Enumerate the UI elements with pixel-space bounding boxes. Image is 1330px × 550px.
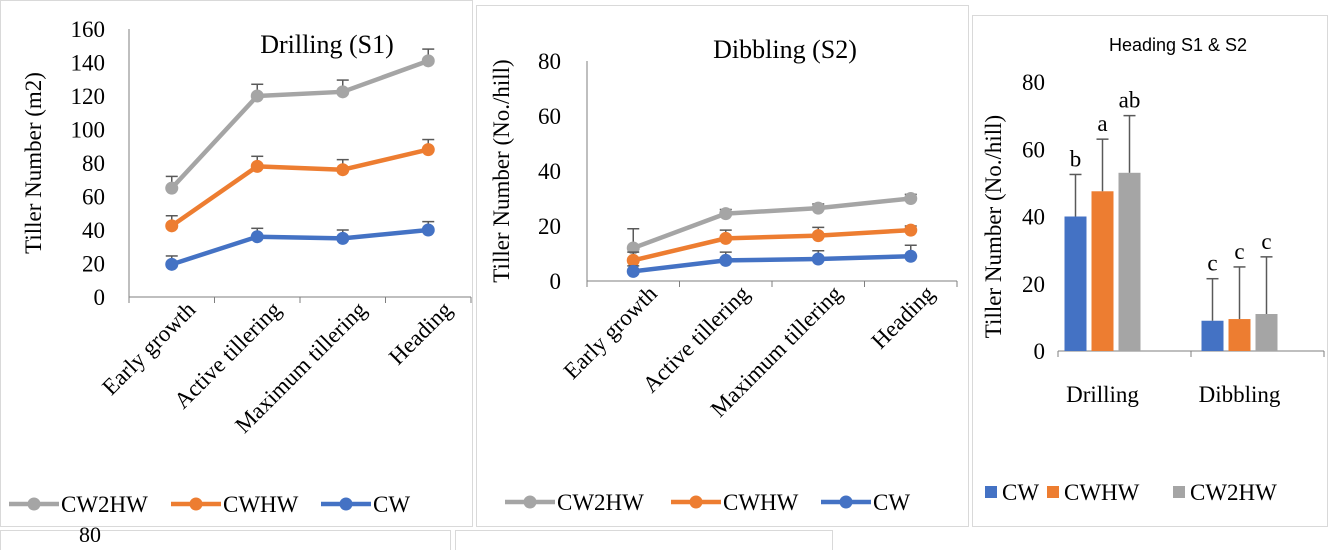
y-tick-label: 80 bbox=[538, 49, 561, 74]
legend-swatch-cw bbox=[985, 486, 997, 498]
x-tick-label-drilling: Drilling bbox=[1066, 382, 1139, 407]
line-chart-dibbling: Dibbling (S2) Tiller Number (No./hill) 0 20… bbox=[489, 35, 958, 515]
significance-letter: b bbox=[1070, 146, 1082, 171]
series-line-cwhw bbox=[632, 227, 911, 263]
legend-label-cwhw: CWHW bbox=[223, 492, 299, 517]
legend-label-cw: CW bbox=[873, 490, 910, 515]
y-tick-label: 20 bbox=[538, 214, 561, 239]
series-line-cwhw bbox=[170, 147, 429, 228]
bar-chart-heading: Heading S1 & S2 Tiller Number (No./hill) 0… bbox=[981, 35, 1325, 505]
x-tick-label-dibbling: Dibbling bbox=[1199, 382, 1281, 407]
legend-marker-cw bbox=[339, 497, 353, 511]
data-point-cw bbox=[336, 231, 350, 245]
data-point-cw2hw bbox=[811, 201, 825, 215]
y-tick-label: 20 bbox=[1022, 272, 1045, 297]
bar-cwhw-dibbling bbox=[1228, 319, 1251, 351]
legend-label-cw2hw: CW2HW bbox=[1190, 480, 1277, 505]
bar-cw-dibbling bbox=[1201, 320, 1224, 351]
legend-marker-cw2hw bbox=[27, 497, 41, 511]
chart-panel-drilling: Drilling (S1) Tiller Number (m2) 0 20 40 60 80… bbox=[0, 0, 473, 527]
data-point-cwhw bbox=[336, 163, 350, 177]
chart-panel-dibbling: Dibbling (S2) Tiller Number (No./hill) 0 20… bbox=[476, 5, 969, 527]
data-point-cw bbox=[165, 257, 179, 271]
data-point-cw2hw bbox=[336, 85, 350, 99]
chart-title: Dibbling (S2) bbox=[713, 35, 857, 64]
legend-marker-cw2hw bbox=[523, 495, 537, 509]
legend-marker-cwhw bbox=[689, 495, 703, 509]
data-point-cwhw bbox=[811, 229, 825, 243]
y-tick-label: 60 bbox=[82, 185, 105, 210]
partial-tick-label: 80 bbox=[79, 522, 101, 547]
x-tick-label-heading: Heading bbox=[867, 281, 940, 354]
data-point-cw2hw bbox=[421, 54, 435, 68]
data-point-cw2hw bbox=[626, 241, 640, 255]
series-line-cw bbox=[171, 227, 429, 267]
y-tick-label: 140 bbox=[71, 51, 106, 76]
y-tick-label: 60 bbox=[538, 104, 561, 129]
bar-cw-drilling bbox=[1064, 216, 1087, 351]
data-point-cw2hw bbox=[165, 181, 179, 195]
y-axis-label: Tiller Number (No./hill) bbox=[489, 59, 514, 282]
bar-cw2hw-drilling bbox=[1118, 172, 1141, 351]
legend-swatch-cwhw bbox=[1047, 486, 1059, 498]
partial-chart-panel-left: 80 bbox=[0, 522, 451, 550]
data-point-cw bbox=[250, 230, 264, 244]
data-point-cw2hw bbox=[719, 207, 733, 221]
significance-letter: c bbox=[1234, 239, 1244, 264]
y-axis-label: Tiller Number (No./hill) bbox=[981, 115, 1006, 338]
legend-marker-cw bbox=[839, 495, 853, 509]
x-tick-label-heading: Heading bbox=[384, 297, 457, 370]
data-point-cw2hw bbox=[904, 192, 918, 205]
y-tick-label: 120 bbox=[71, 84, 106, 109]
legend-label-cw: CW bbox=[373, 492, 410, 517]
y-tick-label: 160 bbox=[71, 17, 106, 42]
chart-title: Heading S1 & S2 bbox=[1109, 35, 1247, 55]
significance-letter: c bbox=[1207, 251, 1217, 276]
data-point-cwhw bbox=[165, 219, 179, 233]
y-tick-label: 100 bbox=[71, 118, 106, 143]
legend-swatch-cw2hw bbox=[1173, 486, 1185, 498]
legend-marker-cwhw bbox=[189, 497, 203, 511]
data-point-cwhw bbox=[719, 231, 733, 245]
data-point-cwhw bbox=[626, 253, 640, 267]
data-point-cw bbox=[719, 253, 733, 267]
y-tick-label: 20 bbox=[82, 252, 105, 277]
x-tick-label-early-growth: Early growth bbox=[559, 281, 662, 384]
y-tick-label: 80 bbox=[1022, 70, 1045, 95]
chart-panel-heading: Heading S1 & S2 Tiller Number (No./hill) 0… bbox=[972, 15, 1328, 527]
significance-letter: c bbox=[1261, 229, 1271, 254]
data-point-cwhw bbox=[421, 143, 435, 157]
y-tick-label: 0 bbox=[1034, 339, 1046, 364]
bar-cwhw-drilling bbox=[1091, 191, 1114, 351]
series-line-cw2hw bbox=[632, 196, 911, 251]
data-point-cw bbox=[626, 264, 640, 278]
y-tick-label: 40 bbox=[1022, 205, 1045, 230]
chart-title: Drilling (S1) bbox=[260, 30, 394, 59]
data-point-cwhw bbox=[904, 223, 918, 237]
data-point-cw2hw bbox=[250, 89, 264, 103]
line-chart-drilling: Drilling (S1) Tiller Number (m2) 0 20 40 60 80… bbox=[9, 17, 472, 517]
legend-label-cwhw: CWHW bbox=[723, 490, 799, 515]
series-line-cw2hw bbox=[170, 58, 430, 190]
data-point-cwhw bbox=[250, 159, 264, 173]
y-tick-label: 40 bbox=[82, 218, 105, 243]
y-tick-label: 60 bbox=[1022, 137, 1045, 162]
partial-chart-panel-right bbox=[455, 530, 833, 550]
legend-label-cw2hw: CW2HW bbox=[557, 490, 644, 515]
significance-letter: a bbox=[1097, 111, 1107, 136]
y-tick-label: 0 bbox=[94, 285, 106, 310]
legend-label-cw2hw: CW2HW bbox=[61, 492, 148, 517]
bar-cw2hw-dibbling bbox=[1255, 314, 1278, 351]
legend-label-cw: CW bbox=[1002, 480, 1039, 505]
legend-label-cwhw: CWHW bbox=[1064, 480, 1140, 505]
y-axis-label: Tiller Number (m2) bbox=[21, 72, 46, 254]
data-point-cw bbox=[904, 249, 918, 263]
y-tick-label: 0 bbox=[550, 269, 562, 294]
series-line-cw bbox=[632, 254, 911, 274]
data-point-cw bbox=[811, 252, 825, 266]
data-point-cw bbox=[421, 223, 435, 237]
y-tick-label: 80 bbox=[82, 151, 105, 176]
significance-letter: ab bbox=[1119, 88, 1141, 113]
y-tick-label: 40 bbox=[538, 159, 561, 184]
